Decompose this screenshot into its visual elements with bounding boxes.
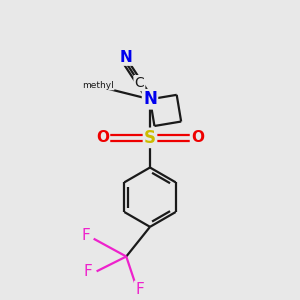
Text: N: N (120, 50, 133, 65)
Text: F: F (84, 264, 93, 279)
Text: C: C (134, 76, 144, 90)
Text: S: S (144, 129, 156, 147)
Text: O: O (191, 130, 204, 145)
Text: N: N (143, 90, 157, 108)
Text: F: F (82, 228, 91, 243)
Text: methyl: methyl (82, 81, 114, 90)
Text: O: O (96, 130, 109, 145)
Text: F: F (135, 282, 144, 297)
